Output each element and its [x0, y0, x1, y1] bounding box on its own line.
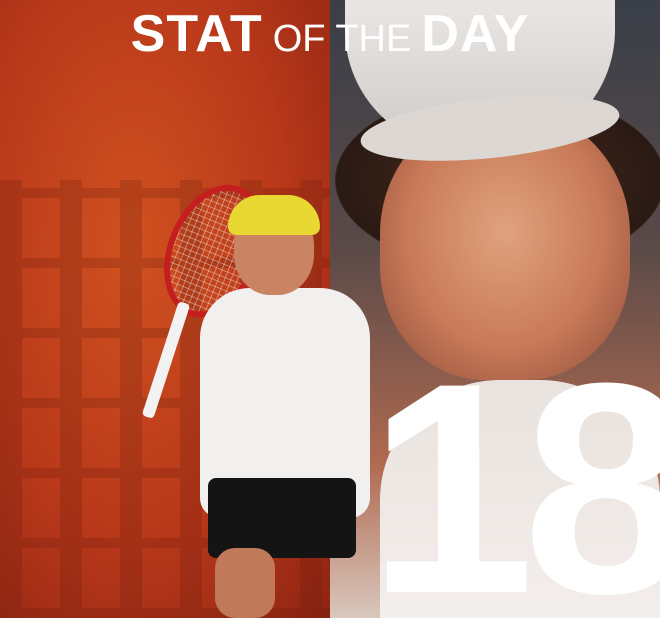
player-leg	[215, 548, 275, 618]
player-shorts	[208, 478, 356, 558]
title-day: DAY	[421, 5, 530, 63]
player-cap	[228, 195, 320, 235]
portrait-shirt	[380, 380, 660, 618]
title-of-the: OF THE	[272, 18, 412, 60]
stat-number: 18	[368, 320, 660, 618]
title-stat: STAT	[130, 5, 263, 63]
poster-title: STAT OF THE DAY	[0, 4, 660, 64]
